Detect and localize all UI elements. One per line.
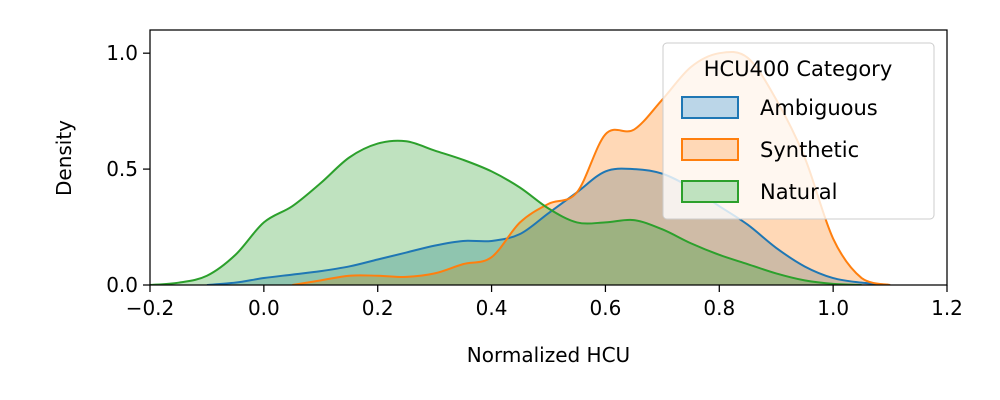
y-tick-label: 0.5 [106,157,138,181]
x-tick-label: 0.8 [703,296,735,320]
x-axis-title: Normalized HCU [467,343,630,367]
legend-item-ambiguous: Ambiguous [681,96,878,120]
x-tick-label: 0.6 [590,296,622,320]
line-ambiguous [206,167,891,285]
y-tick-label: 0.0 [106,273,138,297]
x-tick-label: 1.0 [817,296,849,320]
legend-swatch-ambiguous [681,96,739,119]
legend-swatch-synthetic [681,138,739,161]
x-tick-label: 0.2 [362,296,394,320]
legend-label-synthetic: Synthetic [760,138,859,162]
x-axis: −0.2 0.0 0.2 0.4 0.6 0.8 1.0 1.2 [126,285,963,320]
x-tick-label: 0.4 [476,296,508,320]
legend-item-natural: Natural [681,180,837,204]
line-natural [150,139,862,285]
plot-frame [149,29,948,286]
legend-label-natural: Natural [760,180,837,204]
y-tick-label: 1.0 [106,41,138,65]
legend-frame [662,42,935,220]
legend-swatch-natural [681,180,739,203]
legend-title: HCU400 Category [704,57,893,81]
y-axis: 0.0 0.5 1.0 [106,41,150,297]
x-tick-label: 1.2 [931,296,963,320]
legend-item-synthetic: Synthetic [681,138,859,162]
legend-label-ambiguous: Ambiguous [760,96,878,120]
x-tick-label: 0.0 [248,296,280,320]
x-tick-label: −0.2 [126,296,175,320]
y-axis-title: Density [52,120,76,196]
legend: HCU400 Category Ambiguous Synthetic Natura… [662,42,935,220]
